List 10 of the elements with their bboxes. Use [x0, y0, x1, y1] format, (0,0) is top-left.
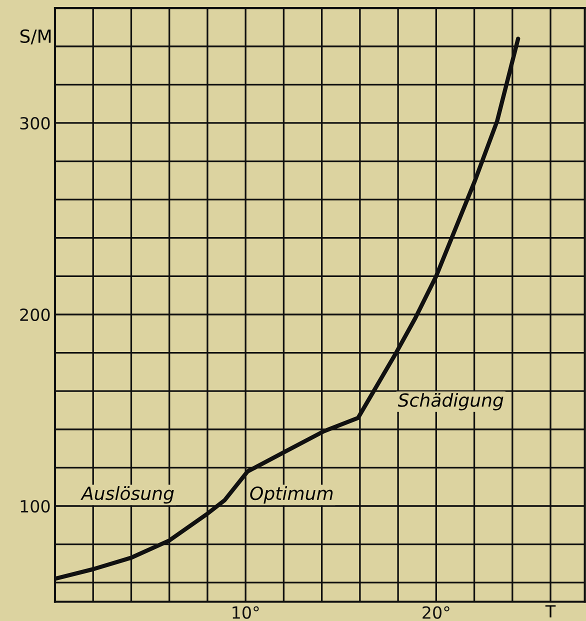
y-tick-label: 300	[20, 116, 50, 130]
annotation: Optimum	[250, 486, 333, 504]
annotation: Auslösung	[80, 486, 174, 504]
y-tick-label: 200	[20, 308, 50, 322]
y-axis-title: S/M	[20, 29, 51, 44]
x-tick-label: 20°	[422, 606, 450, 619]
y-tick-label: 100	[20, 500, 50, 513]
x-tick-label: 10°	[232, 606, 259, 619]
x-axis-title: T	[545, 605, 556, 618]
annotation: Schädigung	[398, 392, 504, 410]
